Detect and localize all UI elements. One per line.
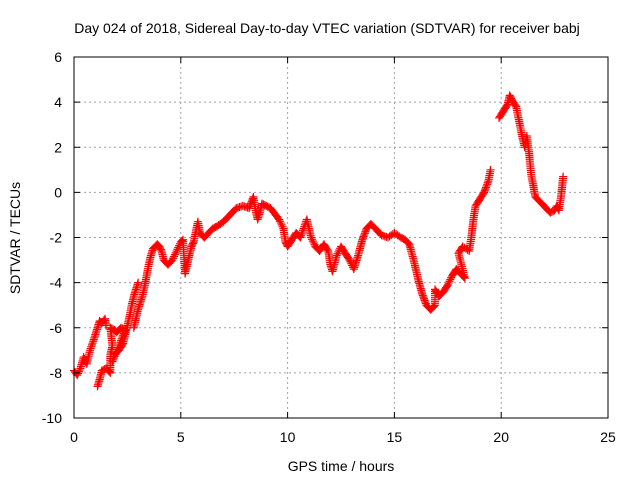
y-tick-label: -4 — [50, 275, 63, 291]
x-tick-label: 0 — [70, 429, 78, 445]
x-tick-label: 20 — [493, 429, 509, 445]
y-axis-title: SDTVAR / TECUs — [7, 182, 23, 294]
y-tick-label: -6 — [50, 320, 63, 336]
y-tick-label: 6 — [54, 49, 62, 65]
x-tick-label: 5 — [177, 429, 185, 445]
y-tick-label: 0 — [54, 184, 62, 200]
x-tick-label: 15 — [387, 429, 403, 445]
y-tick-label: -2 — [50, 230, 63, 246]
y-tick-label: -8 — [50, 365, 63, 381]
data-series — [70, 91, 568, 391]
axis-ticks: 0 5 10 15 20 25 -10 -8 -6 -4 -2 0 2 4 6 — [42, 49, 616, 445]
chart-title: Day 024 of 2018, Sidereal Day-to-day VTE… — [74, 20, 580, 36]
x-tick-label: 25 — [600, 429, 616, 445]
y-tick-label: 2 — [54, 139, 62, 155]
y-tick-label: -10 — [42, 410, 62, 426]
x-tick-label: 10 — [280, 429, 296, 445]
grid — [74, 57, 608, 418]
y-tick-label: 4 — [54, 94, 62, 110]
series-babj-markers — [70, 91, 568, 391]
x-axis-title: GPS time / hours — [288, 458, 395, 474]
